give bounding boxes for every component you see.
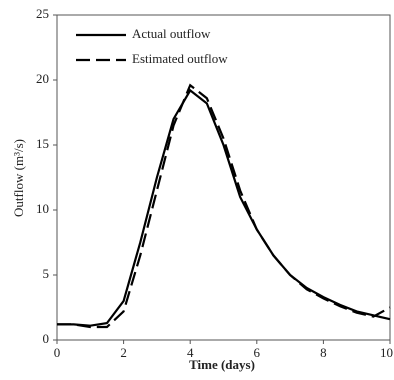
y-tick-label: 25: [36, 6, 49, 21]
y-tick-label: 20: [36, 71, 49, 86]
legend-label: Estimated outflow: [132, 51, 228, 66]
series-line: [57, 83, 391, 329]
plot-frame: [56, 14, 391, 341]
y-tick-label: 10: [36, 201, 49, 216]
y-axis-label: Outflow (m³/s): [11, 139, 26, 217]
y-tick-label: 5: [43, 266, 50, 281]
x-tick-label: 2: [120, 345, 127, 360]
y-tick-label: 15: [36, 136, 49, 151]
x-tick-label: 0: [54, 345, 61, 360]
x-tick-label: 4: [187, 345, 194, 360]
series-line: [57, 88, 391, 327]
x-tick-label: 10: [380, 345, 393, 360]
y-tick-label: 0: [43, 331, 50, 346]
x-tick-label: 6: [254, 345, 261, 360]
legend-label: Actual outflow: [132, 26, 211, 41]
x-axis-label: Time (days): [189, 357, 255, 372]
x-tick-label: 8: [320, 345, 327, 360]
